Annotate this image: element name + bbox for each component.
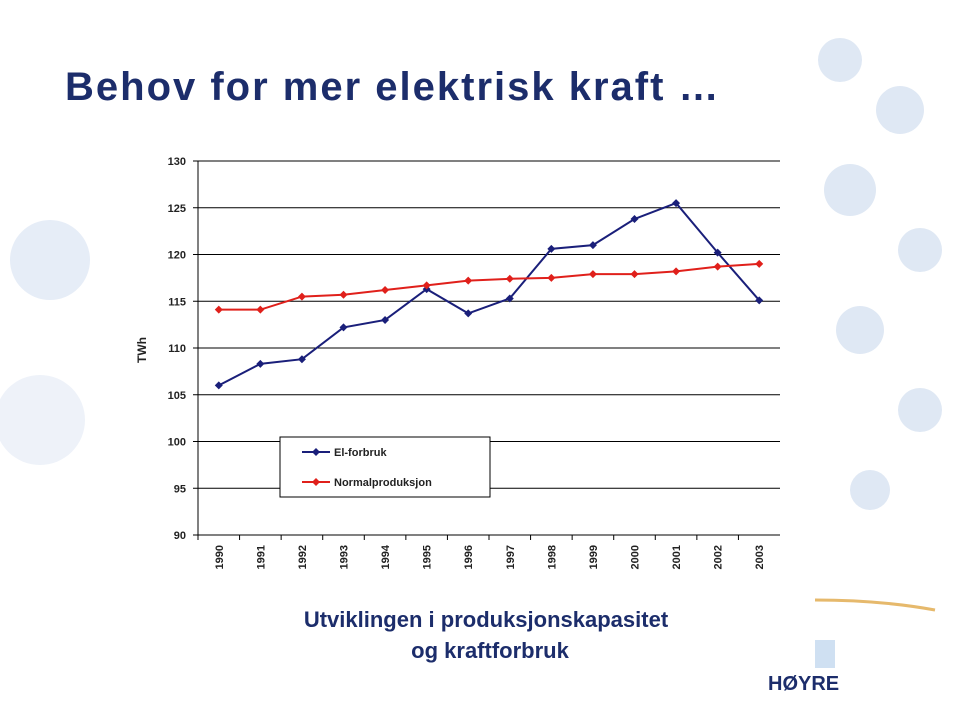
y-tick-label: 110 [168,343,186,355]
legend-marker [312,448,320,456]
legend-label: El-forbruk [334,447,387,459]
marker [505,274,514,283]
marker [755,296,764,305]
marker [381,286,390,295]
marker [588,241,597,250]
x-tick-label: 1990 [214,545,226,569]
line [218,262,760,311]
logo: HØYRE [768,673,839,695]
x-tick-label: 2003 [754,545,766,569]
x-tick-label: 2000 [630,545,642,569]
x-tick-label: 1997 [505,545,517,569]
caption-line: Utviklingen i produksjonskapasitet [304,607,669,632]
decor-swoosh [814,598,936,612]
marker [256,359,265,368]
y-tick-label: 105 [168,390,186,402]
x-tick-label: 1994 [380,544,392,569]
y-tick-label: 95 [174,483,186,495]
marker [464,276,473,285]
caption-line: og kraftforbruk [411,638,569,663]
marker [339,323,348,332]
chart-panel [95,125,815,685]
x-tick-label: 1998 [546,545,558,569]
y-tick-label: 115 [168,296,186,308]
x-tick-label: 2001 [671,545,683,569]
marker [547,244,556,253]
legend-label: Normalproduksjon [334,477,432,489]
marker [672,267,681,276]
marker [713,248,722,257]
marker [505,294,514,303]
y-tick-label: 100 [168,437,186,449]
background-dots [0,38,942,510]
marker [297,355,306,364]
marker [547,273,556,282]
marker [630,270,639,279]
marker [297,292,306,301]
x-tick-label: 1992 [297,545,309,569]
marker [339,290,348,299]
y-tick-label: 90 [174,530,186,542]
legend-marker [312,478,320,486]
x-tick-label: 2002 [713,545,725,569]
y-tick-label: 125 [168,203,186,215]
x-tick-label: 1991 [255,545,267,569]
marker [381,315,390,324]
y-tick-label: 130 [168,156,186,168]
marker [256,305,265,314]
marker [588,270,597,279]
legend-box [279,436,491,498]
x-tick-label: 1999 [588,545,600,569]
x-tick-label: 1993 [339,545,351,569]
marker [755,259,764,268]
line [218,201,760,387]
marker [713,262,722,271]
x-tick-label: 1996 [463,545,475,569]
marker [214,381,223,390]
marker [630,214,639,223]
marker [214,305,223,314]
y-axis-label: TWh [135,337,149,363]
marker [422,281,431,290]
logo-mark [815,640,835,668]
x-tick-label: 1995 [422,545,434,569]
marker [464,309,473,318]
marker [672,199,681,208]
y-tick-label: 120 [168,250,186,262]
slide-title: Behov for mer elektrisk kraft … [65,65,721,109]
